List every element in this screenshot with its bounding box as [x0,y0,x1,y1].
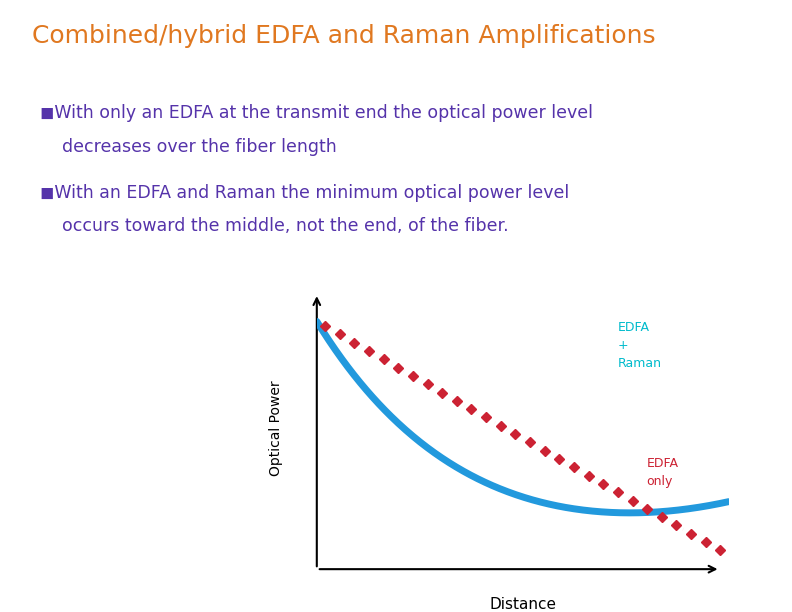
Text: ◼With only an EDFA at the transmit end the optical power level: ◼With only an EDFA at the transmit end t… [40,104,592,122]
Text: Optical Power: Optical Power [268,381,283,476]
Text: decreases over the fiber length: decreases over the fiber length [40,138,337,155]
Text: occurs toward the middle, not the end, of the fiber.: occurs toward the middle, not the end, o… [40,217,508,235]
Text: EDFA
+
Raman: EDFA + Raman [618,321,661,370]
Text: Combined/hybrid EDFA and Raman Amplifications: Combined/hybrid EDFA and Raman Amplifica… [32,24,655,48]
Text: ◼With an EDFA and Raman the minimum optical power level: ◼With an EDFA and Raman the minimum opti… [40,184,569,201]
Text: Distance: Distance [489,597,556,612]
Text: EDFA
only: EDFA only [646,457,678,488]
